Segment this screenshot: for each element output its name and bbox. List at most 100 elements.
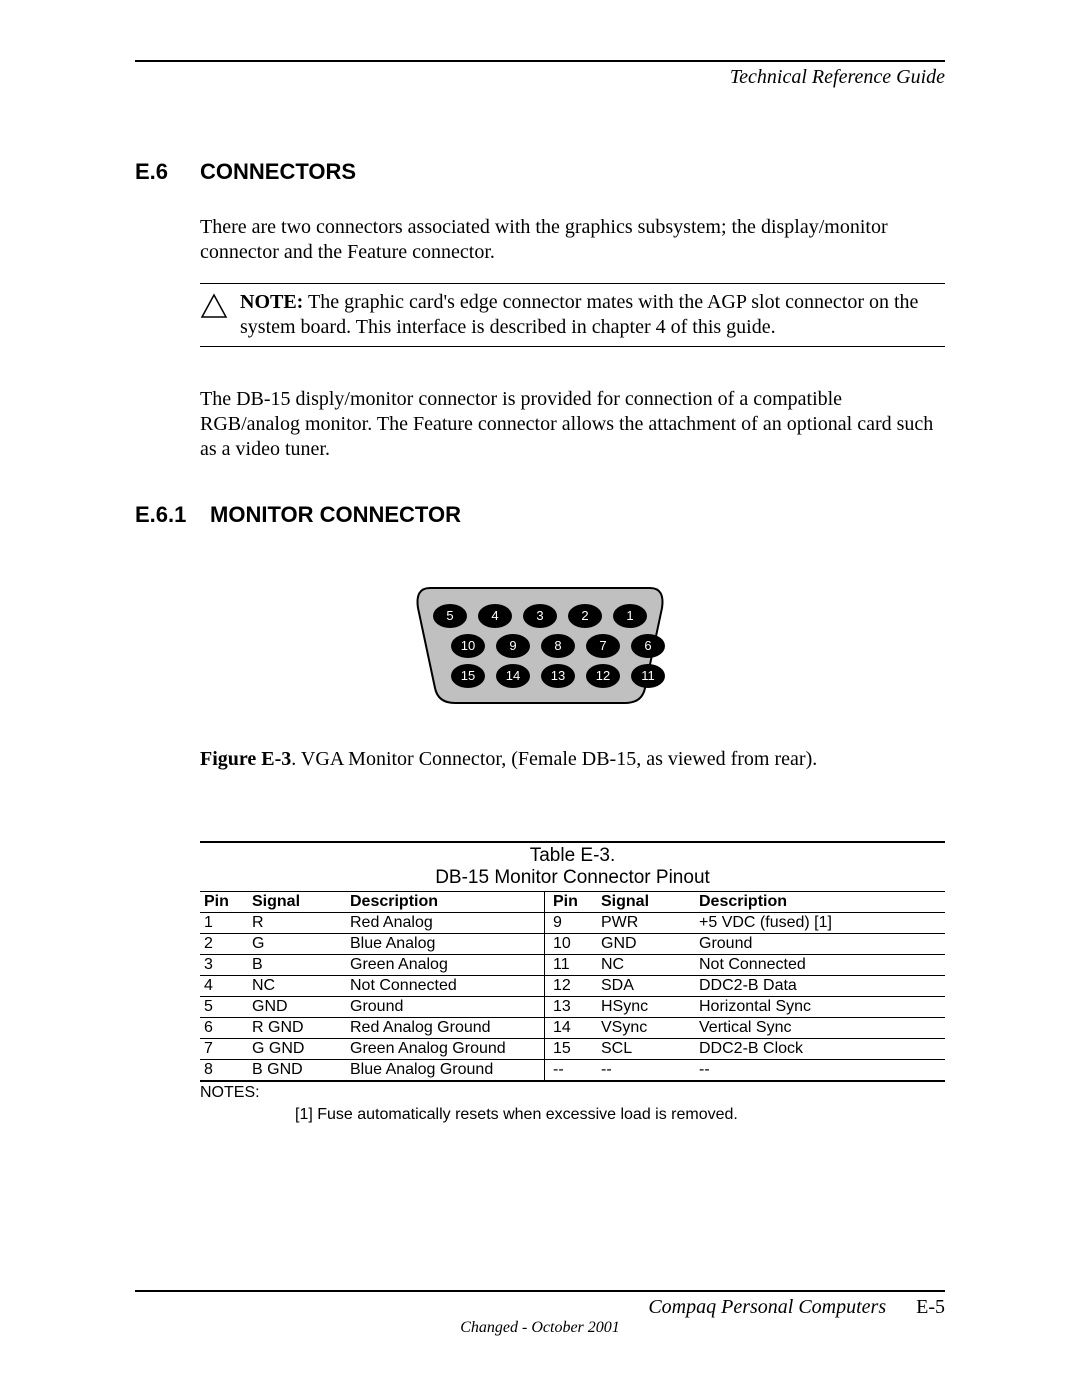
paragraph-2: The DB-15 disply/monitor connector is pr… <box>200 387 945 462</box>
table-row: 7G GNDGreen Analog Ground15SCLDDC2-B Clo… <box>200 1039 945 1060</box>
table-cell: G GND <box>248 1039 346 1060</box>
table-cell: -- <box>695 1060 945 1082</box>
pinout-table: PinSignalDescriptionPinSignalDescription… <box>200 892 945 1082</box>
section-title: CONNECTORS <box>200 159 356 184</box>
table-cell: -- <box>545 1060 598 1082</box>
table-cell: Horizontal Sync <box>695 997 945 1018</box>
table-subtitle: DB-15 Monitor Connector Pinout <box>200 867 945 892</box>
notes-label: NOTES: <box>200 1084 945 1102</box>
table-cell: HSync <box>597 997 695 1018</box>
svg-text:1: 1 <box>626 608 633 623</box>
table-cell: 12 <box>545 976 598 997</box>
table-cell: SCL <box>597 1039 695 1060</box>
table-header: Pin <box>545 892 598 913</box>
svg-text:12: 12 <box>596 668 610 683</box>
table-cell: Blue Analog Ground <box>346 1060 545 1082</box>
svg-text:14: 14 <box>506 668 520 683</box>
table-cell: 5 <box>200 997 248 1018</box>
section-heading: E.6CONNECTORS <box>135 159 945 185</box>
table-cell: 7 <box>200 1039 248 1060</box>
subsection-number: E.6.1 <box>135 502 210 528</box>
table-cell: Red Analog <box>346 913 545 934</box>
svg-text:10: 10 <box>461 638 475 653</box>
table-cell: 11 <box>545 955 598 976</box>
table-cell: B GND <box>248 1060 346 1082</box>
svg-text:13: 13 <box>551 668 565 683</box>
table-cell: Not Connected <box>695 955 945 976</box>
table-cell: Vertical Sync <box>695 1018 945 1039</box>
header-rule <box>135 60 945 62</box>
table-row: 3BGreen Analog11NCNot Connected <box>200 955 945 976</box>
table-cell: 2 <box>200 934 248 955</box>
table-cell: SDA <box>597 976 695 997</box>
table-cell: Not Connected <box>346 976 545 997</box>
table-row: 6R GNDRed Analog Ground14VSyncVertical S… <box>200 1018 945 1039</box>
table-cell: Ground <box>695 934 945 955</box>
table-cell: Ground <box>346 997 545 1018</box>
table-cell: Red Analog Ground <box>346 1018 545 1039</box>
intro-paragraph: There are two connectors associated with… <box>200 215 945 265</box>
subsection-title: MONITOR CONNECTOR <box>210 502 461 527</box>
table-cell: 4 <box>200 976 248 997</box>
svg-text:8: 8 <box>554 638 561 653</box>
footer-brand: Compaq Personal Computers <box>648 1296 886 1319</box>
table-cell: Blue Analog <box>346 934 545 955</box>
note-bold: NOTE: <box>240 291 303 313</box>
subsection-heading: E.6.1MONITOR CONNECTOR <box>135 502 945 528</box>
footer-line-1: Compaq Personal Computers E-5 <box>135 1296 945 1319</box>
footer-rule <box>135 1290 945 1292</box>
table-cell: PWR <box>597 913 695 934</box>
table-cell: 15 <box>545 1039 598 1060</box>
svg-text:5: 5 <box>446 608 453 623</box>
header-right: Technical Reference Guide <box>135 66 945 89</box>
table-cell: 3 <box>200 955 248 976</box>
table-row: 2GBlue Analog10GNDGround <box>200 934 945 955</box>
table-cell: GND <box>248 997 346 1018</box>
table-header: Description <box>346 892 545 913</box>
svg-text:3: 3 <box>536 608 543 623</box>
table-cell: 10 <box>545 934 598 955</box>
table-row: 5GNDGround13HSyncHorizontal Sync <box>200 997 945 1018</box>
table-header: Signal <box>248 892 346 913</box>
table-cell: 6 <box>200 1018 248 1039</box>
table-row: 8B GNDBlue Analog Ground------ <box>200 1060 945 1082</box>
section-number: E.6 <box>135 159 200 185</box>
svg-text:9: 9 <box>509 638 516 653</box>
table-cell: 1 <box>200 913 248 934</box>
caution-icon <box>200 290 240 325</box>
svg-text:15: 15 <box>461 668 475 683</box>
table-cell: VSync <box>597 1018 695 1039</box>
table-cell: G <box>248 934 346 955</box>
table-cell: DDC2-B Clock <box>695 1039 945 1060</box>
table-cell: B <box>248 955 346 976</box>
table-cell: R GND <box>248 1018 346 1039</box>
figure-caption: Figure E-3. VGA Monitor Connector, (Fema… <box>200 748 945 771</box>
page-footer: Compaq Personal Computers E-5 Changed - … <box>135 1290 945 1337</box>
table-cell: R <box>248 913 346 934</box>
svg-text:6: 6 <box>644 638 651 653</box>
figure-label: Figure E-3 <box>200 748 291 770</box>
db15-connector-diagram: 543211098761514131211 <box>410 578 670 708</box>
table-row: 1RRed Analog9PWR+5 VDC (fused) [1] <box>200 913 945 934</box>
figure-text: . VGA Monitor Connector, (Female DB-15, … <box>291 748 817 770</box>
note-box: NOTE: The graphic card's edge connector … <box>200 283 945 347</box>
table-cell: 9 <box>545 913 598 934</box>
table-cell: DDC2-B Data <box>695 976 945 997</box>
pinout-table-wrap: Table E-3. DB-15 Monitor Connector Pinou… <box>200 841 945 1124</box>
table-cell: +5 VDC (fused) [1] <box>695 913 945 934</box>
table-cell: NC <box>597 955 695 976</box>
table-cell: NC <box>248 976 346 997</box>
table-cell: -- <box>597 1060 695 1082</box>
svg-text:4: 4 <box>491 608 498 623</box>
table-title: Table E-3. <box>200 841 945 867</box>
footer-changed: Changed - October 2001 <box>135 1319 945 1337</box>
table-cell: Green Analog <box>346 955 545 976</box>
note-text: NOTE: The graphic card's edge connector … <box>240 290 945 340</box>
table-cell: Green Analog Ground <box>346 1039 545 1060</box>
table-cell: GND <box>597 934 695 955</box>
table-cell: 14 <box>545 1018 598 1039</box>
note-body: The graphic card's edge connector mates … <box>240 291 918 338</box>
footer-page-number: E-5 <box>916 1296 945 1319</box>
notes-text: [1] Fuse automatically resets when exces… <box>295 1106 945 1124</box>
svg-text:7: 7 <box>599 638 606 653</box>
